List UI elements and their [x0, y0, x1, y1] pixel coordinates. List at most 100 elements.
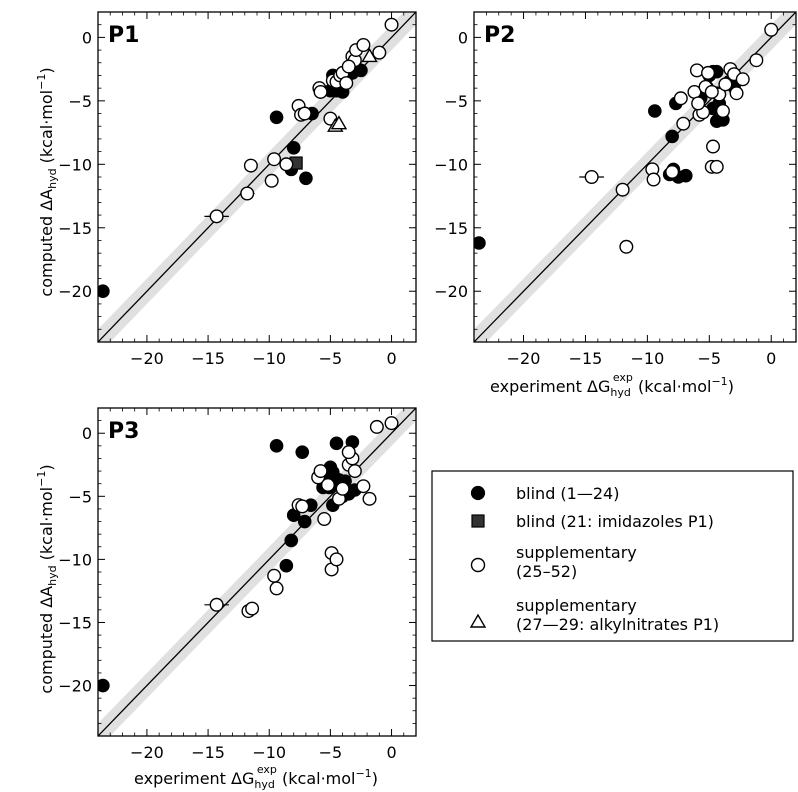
panel-p3: −20 −15 −10 −5 0 0 −5 −10 −15 −20 P3 [58, 407, 417, 762]
marker-open-circle [269, 581, 284, 596]
legend-marker-open-circle [470, 557, 486, 573]
marker-open-circle [339, 76, 354, 91]
y-tick-label: −15 [434, 219, 468, 238]
marker-open-circle [384, 17, 399, 32]
panel-p2: −20 −15 −10 −5 0 0 −5 −10 −15 −20 P2 [434, 11, 797, 368]
legend-marker-filled-circle [470, 485, 486, 501]
legend-label-blind: blind (1—24) [516, 484, 619, 503]
y-tick-label: 0 [82, 424, 92, 443]
marker-filled-circle [354, 63, 368, 78]
y-tick-label: −15 [58, 219, 92, 238]
panel-title: P3 [108, 419, 139, 444]
marker-open-circle [264, 173, 279, 188]
marker-open-circle [691, 96, 706, 111]
x-tick-label: 0 [386, 349, 396, 368]
marker-open-circle [356, 479, 371, 494]
identity-line [474, 12, 796, 342]
marker-open-circle [665, 164, 680, 179]
marker-open-circle [615, 182, 630, 197]
marker-open-circle [341, 59, 356, 74]
x-axis-label-bottom-left: experiment ΔGhydexp (kcal·mol−1) [134, 763, 378, 791]
marker-open-circle [317, 512, 332, 527]
x-tick-label: −10 [631, 349, 665, 368]
y-tick-label: 0 [82, 28, 92, 47]
marker-filled-circle [297, 514, 312, 529]
marker-filled-circle [329, 436, 344, 451]
marker-open-circle [341, 445, 356, 460]
marker-open-circle [718, 77, 733, 92]
marker-filled-circle [269, 110, 284, 125]
marker-open-circle [646, 172, 661, 187]
legend-label-supplementary-1: supplementary [516, 543, 637, 562]
marker-open-circle [209, 209, 224, 224]
marker-open-circle [313, 464, 328, 479]
marker-open-circle [384, 416, 399, 431]
marker-open-circle [297, 106, 312, 121]
marker-filled-circle [474, 236, 486, 250]
x-tick-label: −20 [130, 743, 164, 762]
y-tick-label: −10 [58, 550, 92, 569]
legend: blind (1—24) blind (21: imidazoles P1) s… [431, 470, 794, 642]
marker-open-circle [245, 601, 260, 616]
y-tick-label: −10 [434, 155, 468, 174]
identity-line [98, 408, 416, 736]
marker-open-circle [313, 84, 328, 99]
panel-title: P1 [108, 23, 139, 48]
marker-open-circle [715, 103, 730, 118]
marker-open-circle [709, 159, 724, 174]
marker-open-circle [749, 53, 764, 68]
marker-open-circle [209, 597, 224, 612]
marker-open-circle [701, 65, 716, 80]
legend-marker-filled-square [471, 514, 485, 528]
marker-filled-circle [295, 445, 310, 459]
x-tick-label: −20 [130, 349, 164, 368]
plot-area [98, 408, 416, 736]
x-tick-label: −10 [252, 349, 286, 368]
legend-entry-blind: blind (1—24) [470, 484, 619, 503]
panel-p1: −20 −15 −10 −5 0 0 −5 −10 −15 −20 P1 [58, 11, 417, 368]
panel-title: P2 [484, 23, 515, 48]
y-tick-label: −10 [58, 155, 92, 174]
y-tick-label: −15 [58, 613, 92, 632]
marker-open-circle [704, 84, 719, 99]
marker-open-circle [735, 72, 750, 87]
marker-open-circle [729, 86, 744, 101]
marker-open-circle [320, 477, 335, 492]
marker-open-circle [295, 499, 310, 514]
plot-area [474, 12, 796, 342]
marker-open-circle [279, 157, 294, 172]
marker-open-circle [243, 158, 258, 173]
x-axis-label-top-right: experiment ΔGhydexp (kcal·mol−1) [490, 371, 734, 399]
x-tick-label: −15 [569, 349, 603, 368]
marker-open-circle [584, 169, 599, 184]
marker-open-circle [240, 186, 255, 201]
x-tick-label: −15 [191, 743, 225, 762]
y-tick-label: −20 [434, 282, 468, 301]
y-tick-label: −20 [58, 282, 92, 301]
marker-open-circle [356, 38, 371, 53]
marker-open-circle [369, 419, 384, 434]
legend-label-alkylnitrates-1: supplementary [516, 596, 637, 615]
marker-filled-circle [269, 439, 284, 453]
marker-open-circle [347, 464, 362, 479]
marker-open-circle [267, 568, 282, 583]
y-tick-label: −5 [444, 92, 468, 111]
legend-frame [431, 470, 794, 642]
plot-area [98, 12, 416, 342]
x-tick-label: −20 [507, 349, 541, 368]
x-tick-label: 0 [766, 349, 776, 368]
y-tick-label: −5 [68, 487, 92, 506]
legend-label-alkylnitrates-2: (27—29: alkylnitrates P1) [516, 615, 719, 634]
marker-filled-circle [665, 129, 679, 144]
y-axis-label-top: computed ΔAhyd (kcal·mol−1) [35, 67, 59, 296]
legend-label-supplementary-2: (25–52) [516, 562, 577, 581]
marker-open-circle [372, 45, 387, 60]
x-tick-label: −5 [319, 743, 343, 762]
marker-open-circle [673, 91, 688, 106]
marker-open-circle [329, 552, 344, 567]
legend-entry-blind-imidazoles: blind (21: imidazoles P1) [471, 512, 714, 531]
x-tick-label: −5 [319, 349, 343, 368]
marker-open-triangle [330, 115, 348, 130]
x-tick-label: −15 [191, 349, 225, 368]
